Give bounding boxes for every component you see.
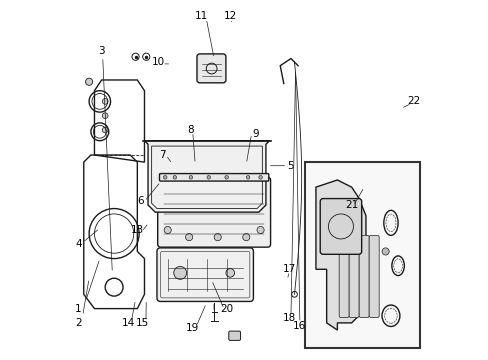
Text: 17: 17 [282,264,295,274]
FancyBboxPatch shape [305,162,419,348]
Circle shape [102,113,108,118]
Polygon shape [315,180,365,330]
Text: 12: 12 [223,11,236,21]
Circle shape [258,176,262,179]
Text: 20: 20 [220,303,233,314]
Text: 15: 15 [136,318,149,328]
Text: 13: 13 [130,225,143,235]
Circle shape [257,191,264,198]
Circle shape [381,248,388,255]
Text: 18: 18 [282,312,295,323]
FancyBboxPatch shape [348,235,358,318]
FancyBboxPatch shape [197,54,225,83]
Circle shape [242,184,249,191]
Circle shape [214,234,221,241]
Circle shape [164,226,171,234]
Text: 8: 8 [187,125,194,135]
Circle shape [185,234,192,241]
Polygon shape [144,141,269,212]
Circle shape [224,176,228,179]
Circle shape [242,234,249,241]
Text: 16: 16 [293,321,306,332]
Circle shape [85,78,93,85]
Text: 14: 14 [122,318,135,328]
Text: 11: 11 [195,11,208,21]
Text: 21: 21 [345,200,358,210]
Circle shape [173,266,186,279]
Text: 2: 2 [75,318,81,328]
Text: 5: 5 [287,161,294,171]
Text: 4: 4 [75,239,81,249]
Text: 7: 7 [159,150,165,160]
Circle shape [225,269,234,277]
Text: 3: 3 [98,46,105,57]
Circle shape [102,99,108,104]
Text: 22: 22 [407,96,420,107]
Circle shape [173,176,176,179]
FancyBboxPatch shape [320,199,361,254]
FancyBboxPatch shape [358,235,368,318]
Circle shape [170,192,176,197]
FancyBboxPatch shape [228,331,240,341]
Circle shape [257,226,264,234]
FancyBboxPatch shape [157,177,270,247]
Circle shape [191,192,197,197]
FancyBboxPatch shape [339,235,348,318]
FancyBboxPatch shape [368,235,378,318]
FancyBboxPatch shape [159,174,268,181]
Circle shape [163,176,166,179]
Text: 1: 1 [75,303,81,314]
Circle shape [246,176,249,179]
Circle shape [102,127,108,133]
Text: 6: 6 [137,197,144,206]
Circle shape [189,176,192,179]
Circle shape [164,191,171,198]
Text: 10: 10 [152,57,165,67]
Circle shape [241,195,247,201]
Text: 9: 9 [251,129,258,139]
FancyBboxPatch shape [157,248,253,301]
Circle shape [206,176,210,179]
Circle shape [185,184,192,191]
Text: 19: 19 [186,323,199,333]
